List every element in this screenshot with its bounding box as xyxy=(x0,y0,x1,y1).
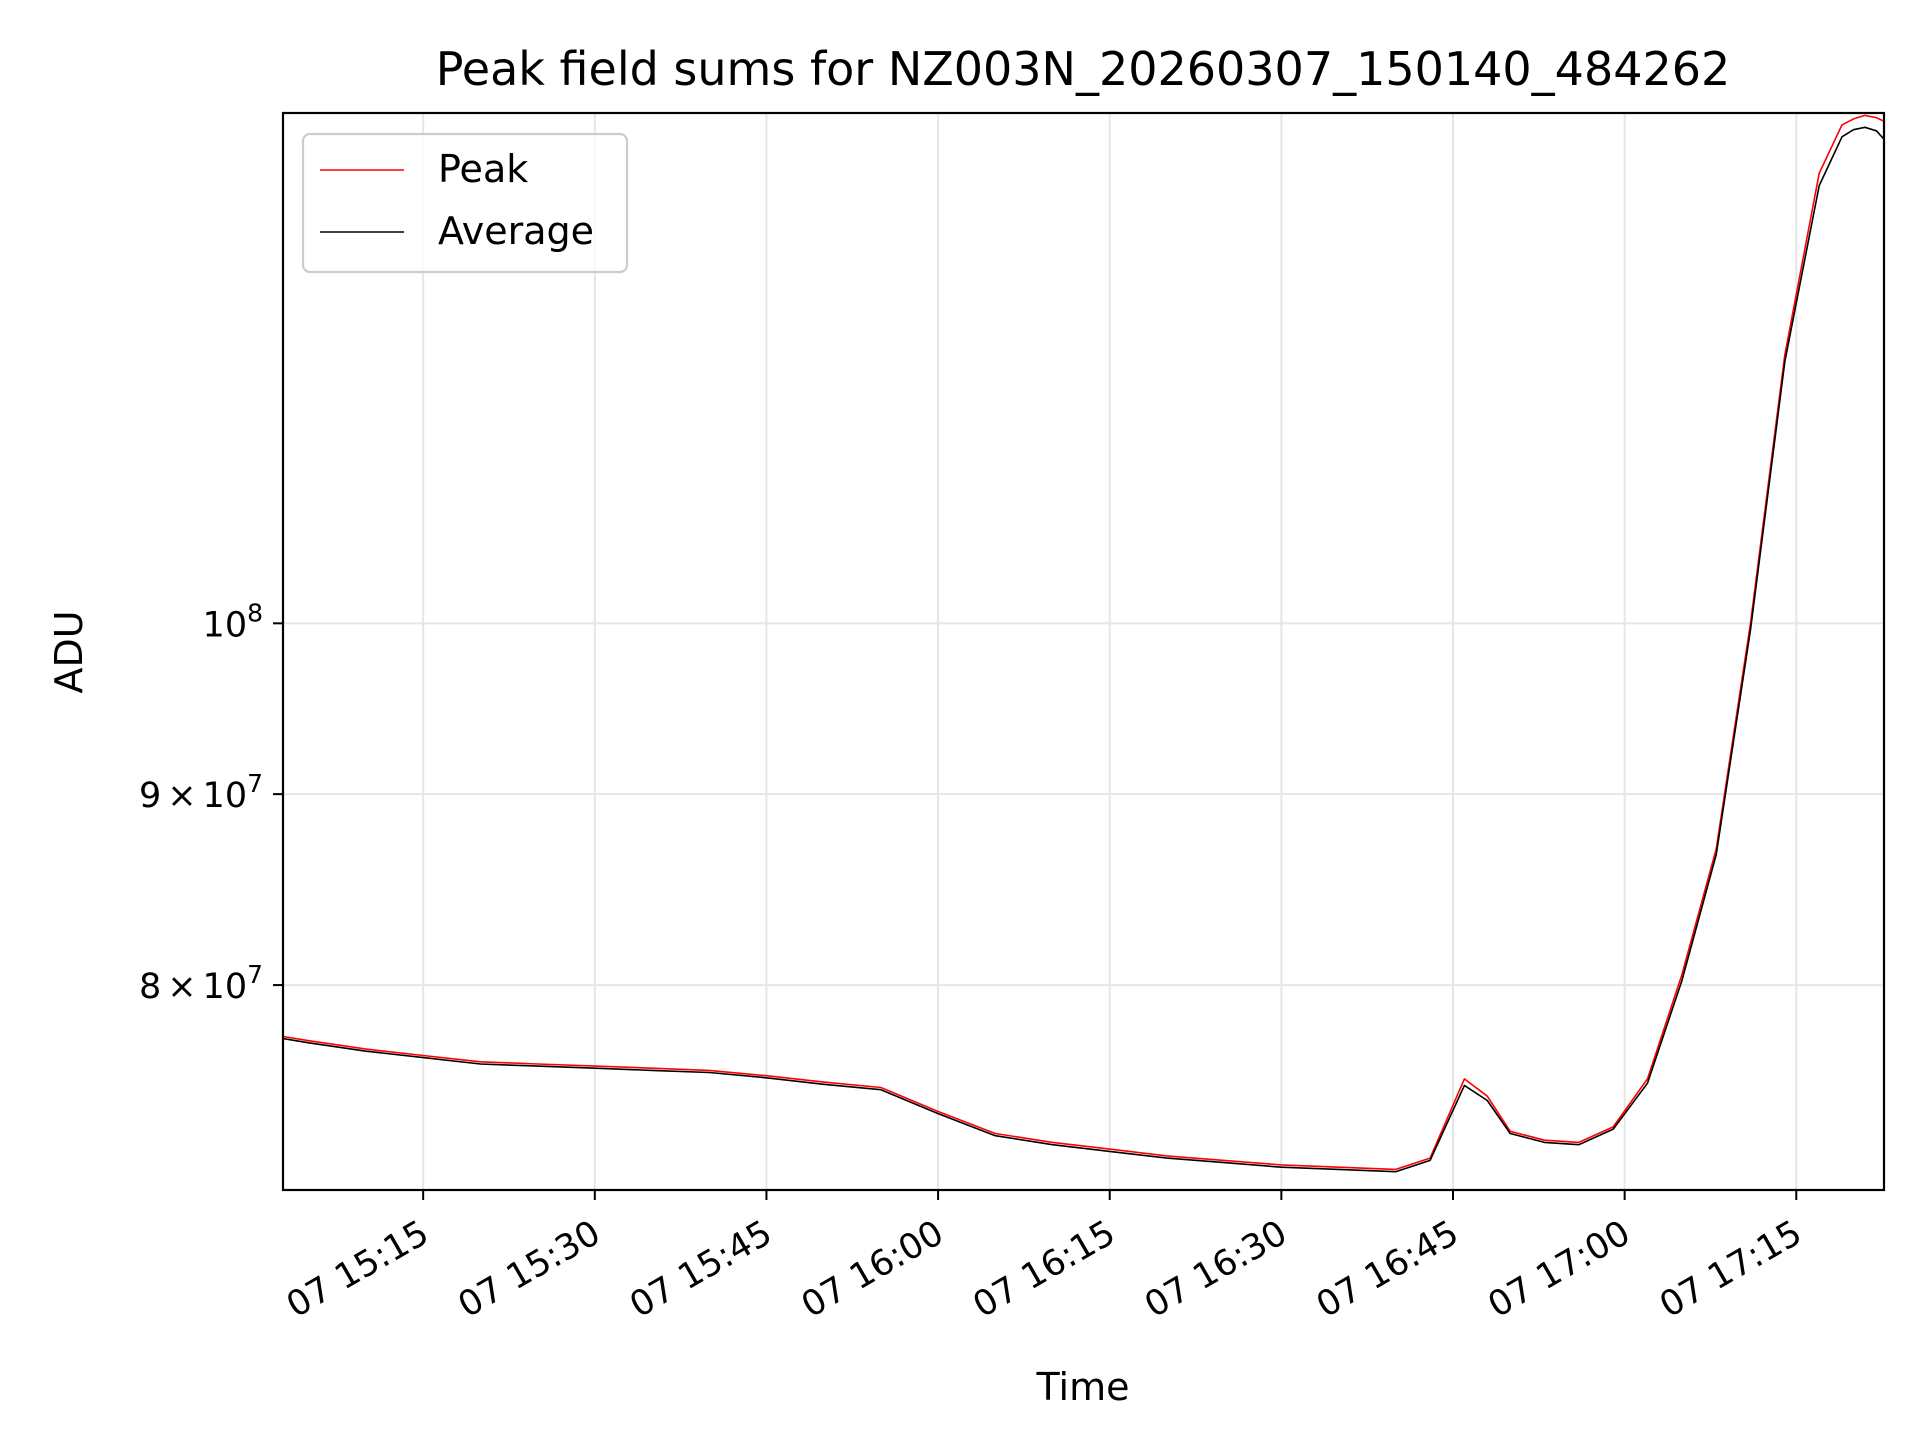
y-axis-label: ADU xyxy=(47,610,91,693)
x-tick-label: 07 15:45 xyxy=(623,1213,779,1326)
x-tick-label: 07 15:15 xyxy=(280,1213,436,1326)
series-line-average xyxy=(283,126,1884,1173)
y-axis-ticks: 8 × 107 9 × 107 108 xyxy=(139,598,283,1007)
series-line-peak xyxy=(283,114,1884,1171)
plot-frame xyxy=(281,111,1886,1192)
x-tick-label: 07 15:30 xyxy=(452,1213,608,1326)
legend-label-peak: Peak xyxy=(438,147,528,191)
x-tick-label: 07 17:00 xyxy=(1482,1213,1638,1326)
y-tick-label: 9 × 107 xyxy=(139,769,263,816)
x-tick-label: 07 16:15 xyxy=(967,1213,1123,1326)
series-layer xyxy=(283,114,1884,1173)
x-tick-label: 07 16:00 xyxy=(795,1213,951,1326)
x-tick-label: 07 17:15 xyxy=(1653,1213,1809,1326)
legend: Peak Average xyxy=(301,132,629,274)
legend-box xyxy=(301,132,629,274)
y-tick-label: 8 × 107 xyxy=(139,960,263,1007)
x-axis-label: Time xyxy=(1036,1365,1130,1409)
x-axis-ticks: 07 15:15 07 15:30 07 15:45 07 16:00 07 16:15… xyxy=(280,1190,1809,1326)
x-tick-label: 07 16:45 xyxy=(1310,1213,1466,1326)
y-tick-label: 108 xyxy=(203,598,263,645)
x-tick-label: 07 16:30 xyxy=(1138,1213,1294,1326)
chart-title: Peak field sums for NZ003N_20260307_1501… xyxy=(436,42,1731,96)
legend-label-average: Average xyxy=(438,209,594,253)
grid xyxy=(283,113,1884,1190)
